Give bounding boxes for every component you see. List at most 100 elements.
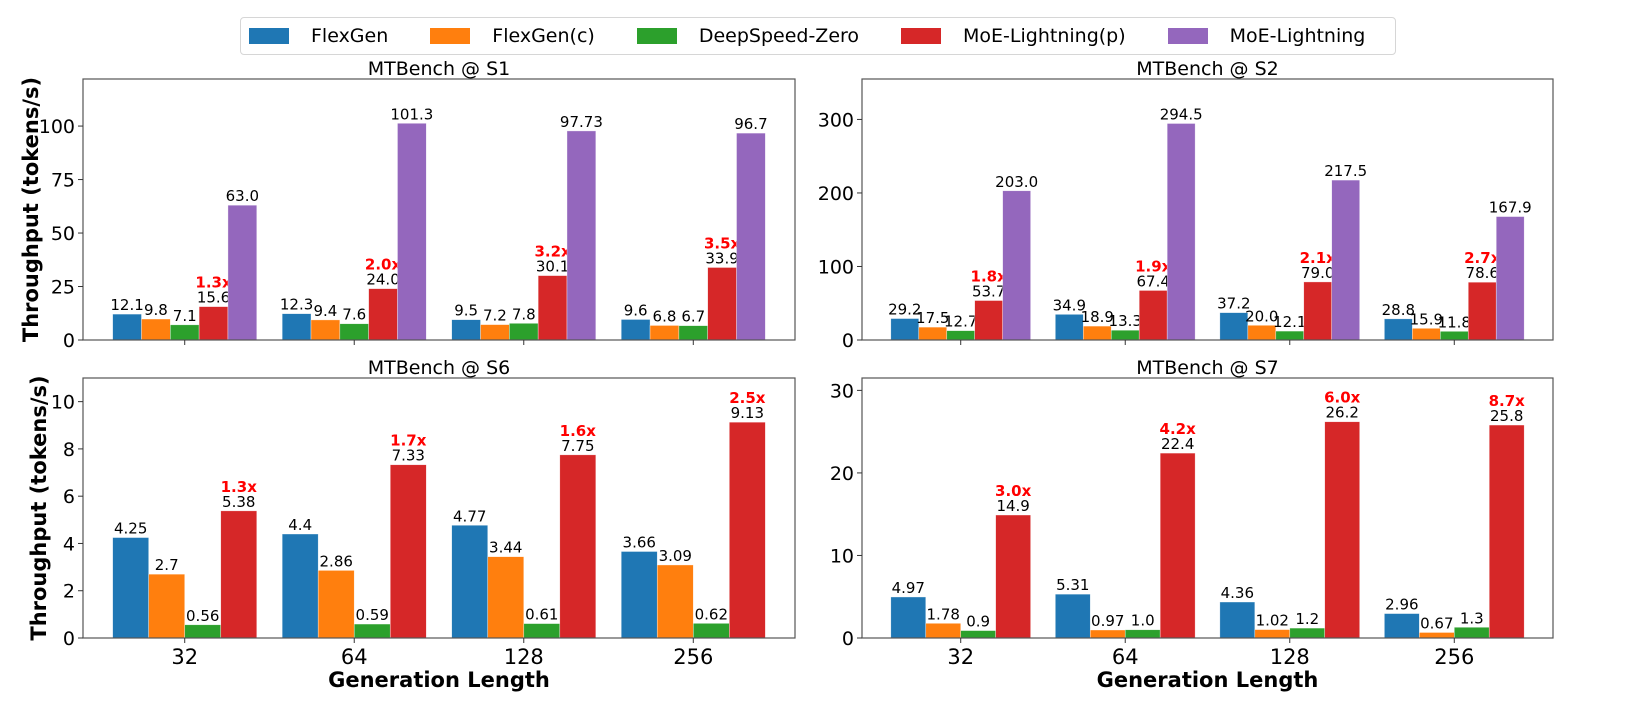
speedup-label: 2.0x (365, 256, 402, 274)
bar-value-label: 18.9 (1081, 308, 1114, 326)
bar-value-label: 96.7 (734, 115, 767, 133)
bar-deepspeed-zero (1124, 629, 1161, 639)
bar-deepspeed-zero (509, 323, 539, 341)
bar-value-label: 26.2 (1326, 404, 1359, 422)
x-tick-label: 256 (1434, 645, 1474, 669)
bar-moe-lightning-p- (220, 510, 258, 639)
bar-moe-lightning (397, 122, 427, 341)
bar-deepspeed-zero (678, 325, 708, 341)
bar-value-label: 5.38 (222, 493, 255, 511)
bar-value-label: 217.5 (1324, 162, 1367, 180)
bar-flexgen-c- (656, 564, 694, 639)
bar-value-label: 3.44 (489, 539, 522, 557)
bar-moe-lightning-p- (707, 267, 737, 341)
bar-value-label: 15.6 (197, 289, 230, 307)
bar-moe-lightning (736, 132, 766, 341)
y-tick-label: 20 (830, 463, 854, 485)
speedup-label: 1.7x (390, 432, 427, 450)
bar-value-label: 7.2 (483, 307, 507, 325)
speedup-label: 2.5x (729, 389, 766, 407)
bar-value-label: 4.97 (892, 579, 925, 597)
bar-deepspeed-zero (184, 624, 222, 639)
bar-flexgen-c- (148, 573, 186, 639)
plot-frame (861, 377, 1554, 639)
bar-flexgen (1384, 318, 1413, 341)
legend-label: FlexGen (311, 25, 389, 47)
bar-deepspeed-zero (692, 623, 730, 639)
bar-deepspeed-zero (1440, 331, 1469, 341)
speedup-label: 1.8x (971, 268, 1008, 286)
y-tick-label: 25 (51, 277, 75, 299)
x-tick-label: 32 (947, 645, 974, 669)
bar-value-label: 25.8 (1490, 407, 1523, 425)
bar-value-label: 30.1 (536, 258, 569, 276)
bar-value-label: 101.3 (390, 105, 433, 123)
y-tick-label: 50 (51, 223, 75, 245)
bar-deepspeed-zero (353, 623, 391, 639)
bar-flexgen-c- (317, 570, 355, 639)
plot-frame (861, 78, 1554, 341)
y-tick-label: 4 (63, 533, 75, 555)
bar-flexgen (1055, 593, 1091, 639)
legend: FlexGen FlexGen(c) DeepSpeed-Zero MoE-Li… (240, 17, 1396, 55)
bar-moe-lightning (1495, 216, 1525, 341)
bar-flexgen (890, 596, 927, 639)
bar-value-label: 1.3 (1460, 609, 1484, 627)
bar-flexgen (620, 551, 658, 639)
bar-value-label: 63.0 (226, 187, 259, 205)
bar-moe-lightning-p- (368, 288, 398, 341)
legend-swatch-moe-lightning (1167, 28, 1208, 44)
bar-value-label: 13.3 (1109, 312, 1142, 330)
bar-value-label: 2.7 (155, 556, 179, 574)
bar-value-label: 11.8 (1438, 313, 1471, 331)
y-tick-label: 100 (39, 116, 75, 138)
bar-value-label: 12.1 (110, 296, 143, 314)
bar-value-label: 0.67 (1420, 614, 1453, 632)
bar-deepspeed-zero (960, 630, 996, 639)
bar-flexgen (1219, 601, 1256, 639)
y-tick-label: 10 (830, 545, 854, 567)
bar-value-label: 1.02 (1256, 612, 1289, 630)
y-tick-label: 2 (63, 581, 75, 603)
bar-value-label: 79.0 (1301, 264, 1334, 282)
speedup-label: 6.0x (1324, 389, 1361, 407)
bar-deepspeed-zero (523, 623, 561, 639)
legend-label: FlexGen(c) (492, 25, 595, 47)
bar-value-label: 29.2 (888, 301, 921, 319)
bar-moe-lightning-p- (1303, 281, 1333, 341)
bar-moe-lightning (566, 130, 597, 341)
x-axis-label: Generation Length (328, 668, 550, 692)
speedup-label: 1.3x (221, 478, 258, 496)
bar-deepspeed-zero (946, 330, 975, 341)
bar-moe-lightning (1166, 123, 1196, 341)
bar-value-label: 2.96 (1385, 596, 1418, 614)
bar-flexgen-c- (1082, 325, 1112, 341)
y-tick-label: 10 (51, 392, 75, 414)
bar-value-label: 2.86 (320, 552, 353, 570)
bar-moe-lightning (1002, 190, 1031, 341)
bar-flexgen (1219, 312, 1249, 341)
bar-value-label: 4.36 (1221, 584, 1254, 602)
bar-value-label: 7.8 (512, 305, 536, 323)
speedup-label: 4.2x (1160, 420, 1197, 438)
bar-flexgen-c- (141, 318, 171, 341)
panel-title: MTBench @ S6 (368, 357, 510, 379)
bar-moe-lightning (1331, 179, 1360, 341)
bar-value-label: 0.56 (186, 607, 219, 625)
y-tick-label: 300 (818, 109, 854, 131)
bar-value-label: 3.09 (659, 547, 692, 565)
bar-value-label: 1.78 (927, 605, 960, 623)
bar-flexgen (112, 537, 149, 639)
bar-deepspeed-zero (1453, 626, 1490, 639)
y-tick-label: 0 (842, 330, 854, 352)
speedup-label: 2.1x (1300, 249, 1337, 267)
x-tick-label: 128 (504, 645, 544, 669)
bar-value-label: 12.1 (1273, 313, 1306, 331)
bar-moe-lightning-p- (559, 454, 597, 639)
bar-flexgen-c- (1419, 632, 1455, 639)
legend-swatch-flexgen (249, 28, 289, 44)
legend-swatch-deepspeed-zero (636, 28, 677, 44)
bar-moe-lightning-p- (1159, 452, 1196, 639)
bar-value-label: 0.97 (1091, 612, 1124, 630)
panel-title: MTBench @ S2 (1136, 58, 1278, 80)
